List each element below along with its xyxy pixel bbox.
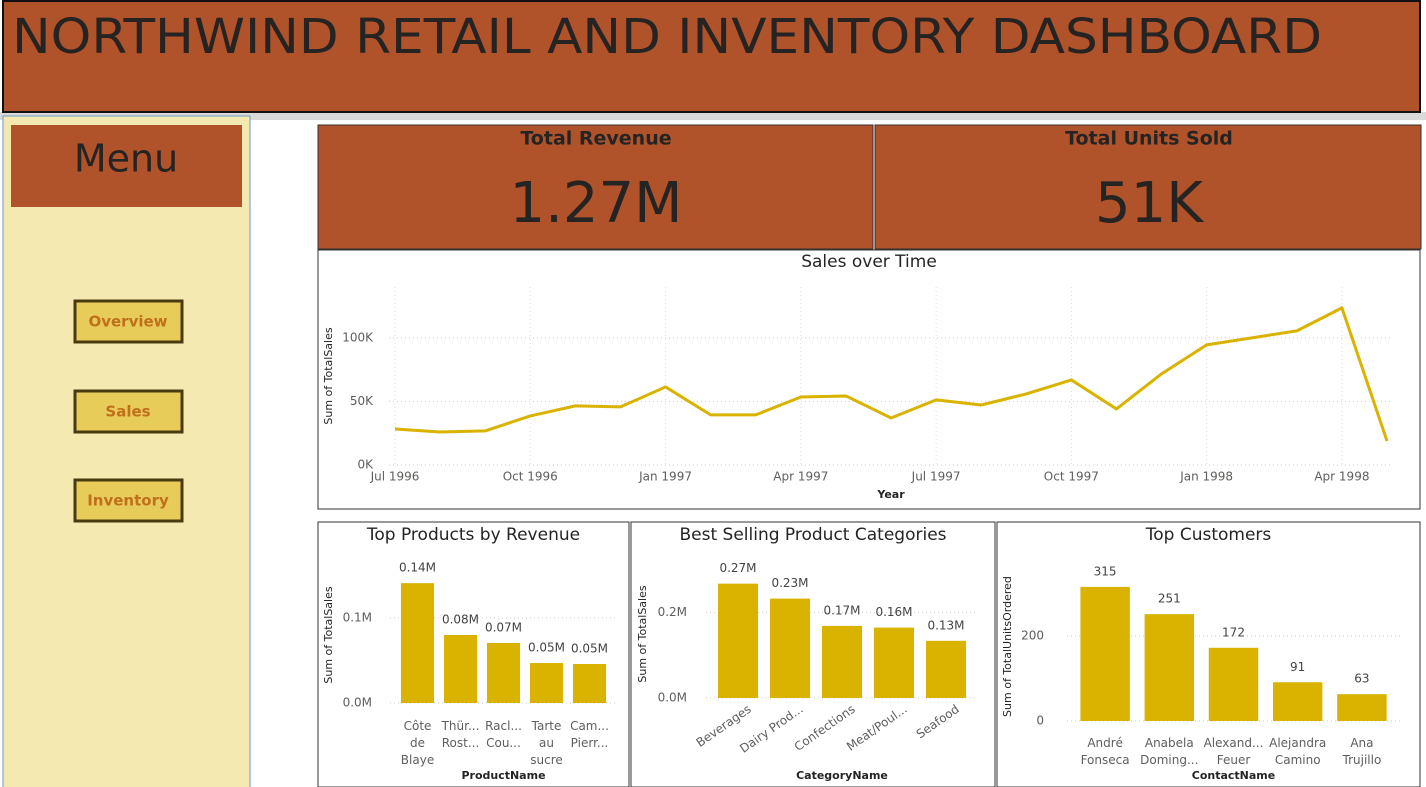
data-label: 0.05M <box>528 641 565 655</box>
menu-header <box>11 125 242 207</box>
x-tick-label: Jul 1997 <box>911 470 961 484</box>
nav-button[interactable]: Overview <box>73 299 184 344</box>
x-tick-label: Thür... Rost... <box>441 719 480 750</box>
kpi-value: 51K <box>1095 171 1204 236</box>
header-bar <box>2 0 1421 113</box>
data-label: 0.23M <box>771 576 808 590</box>
bar <box>1272 682 1323 721</box>
y-tick-label: 0K <box>357 458 374 472</box>
x-tick-label: Jan 1998 <box>1179 470 1233 484</box>
nav-button-box[interactable] <box>73 299 184 344</box>
bar <box>1208 647 1259 721</box>
page-title: NORTHWIND RETAIL AND INVENTORY DASHBOARD <box>12 9 1322 65</box>
nav-button[interactable]: Inventory <box>73 478 184 523</box>
chart-title: Top Products by Revenue <box>366 525 580 545</box>
kpi-label: Total Revenue <box>520 128 671 150</box>
data-label: 0.14M <box>399 561 436 575</box>
data-label: 0.27M <box>719 561 756 575</box>
header-shadow <box>0 112 1426 120</box>
data-label: 0.17M <box>823 603 860 617</box>
nav-button-box[interactable] <box>73 478 184 523</box>
chart-title: Top Customers <box>1145 525 1272 545</box>
y-axis-title: Sum of TotalUnitsOrdered <box>1001 576 1014 717</box>
nav-button-label[interactable]: Sales <box>105 403 150 421</box>
bar <box>717 583 759 698</box>
y-tick-label: 50K <box>350 394 374 408</box>
data-label: 0.16M <box>875 605 912 619</box>
data-label: 0.13M <box>927 618 964 632</box>
bar <box>400 583 435 703</box>
chart-title: Sales over Time <box>801 252 937 272</box>
charts: Sales over Time 0K 50K 100K Sum of TotalSale… <box>317 249 1421 787</box>
x-tick-label: Cam... Pierr... <box>570 719 609 750</box>
x-tick-label: Jul 1996 <box>370 470 420 484</box>
y-axis-title: Sum of TotalSales <box>636 585 649 683</box>
y-tick-label: 0.0M <box>343 696 372 710</box>
bar <box>486 642 521 703</box>
x-tick-label: Alexand... Feuer <box>1204 736 1264 767</box>
bar <box>1337 694 1387 721</box>
y-tick-label: 0.2M <box>658 605 687 619</box>
x-tick-label: Ana Trujillo <box>1342 736 1382 767</box>
bar <box>873 627 915 698</box>
data-label: 0.08M <box>442 613 479 627</box>
bar <box>1080 586 1130 721</box>
x-tick-label: André Fonseca <box>1081 736 1130 767</box>
x-axis-title: ContactName <box>1192 769 1275 782</box>
bar <box>821 625 863 698</box>
nav-button-box[interactable] <box>73 389 184 434</box>
y-tick-label: 100K <box>342 330 374 344</box>
x-axis-title: ProductName <box>461 769 545 782</box>
bar <box>572 663 607 703</box>
data-label: 0.07M <box>485 620 522 634</box>
menu-title: Menu <box>74 137 178 181</box>
x-tick-label: Apr 1998 <box>1314 470 1369 484</box>
bar <box>443 635 478 703</box>
chart-title: Best Selling Product Categories <box>679 525 946 545</box>
x-tick-label: Jan 1997 <box>638 470 692 484</box>
x-tick-label: Alejandra Camino <box>1269 736 1326 767</box>
bar <box>925 640 967 698</box>
nav-button-label[interactable]: Overview <box>88 313 167 331</box>
x-axis-title: Year <box>876 488 905 501</box>
x-axis-title: CategoryName <box>796 769 888 782</box>
y-tick-label: 0 <box>1036 714 1044 728</box>
chart-panel <box>317 249 1421 510</box>
x-tick-label: Racl... Cou... <box>485 719 522 750</box>
x-tick-label: Oct 1996 <box>503 470 558 484</box>
y-tick-label: 200 <box>1021 628 1044 642</box>
kpi-label: Total Units Sold <box>1065 128 1233 150</box>
data-label: 0.05M <box>571 641 608 655</box>
data-label: 63 <box>1354 672 1369 686</box>
bar <box>769 598 811 698</box>
data-label: 315 <box>1094 564 1117 578</box>
data-label: 172 <box>1222 625 1245 639</box>
kpi-value: 1.27M <box>509 171 682 236</box>
nav-button-label[interactable]: Inventory <box>87 492 169 510</box>
sales-line <box>394 306 1389 442</box>
y-tick-label: 0.0M <box>658 691 687 705</box>
kpi-card <box>317 124 874 250</box>
kpi-card <box>874 124 1422 250</box>
data-label: 91 <box>1290 660 1305 674</box>
x-tick-label: Apr 1997 <box>773 470 828 484</box>
bar <box>529 663 564 703</box>
y-axis-title: Sum of TotalSales <box>322 586 335 684</box>
nav-button[interactable]: Sales <box>73 389 184 434</box>
y-axis-title: Sum of TotalSales <box>322 327 335 425</box>
y-tick-label: 0.1M <box>343 611 372 625</box>
x-tick-label: Tarte au sucre <box>530 719 563 767</box>
x-tick-label: Oct 1997 <box>1044 470 1099 484</box>
chart-panel <box>996 521 1421 787</box>
menu-panel <box>2 115 251 787</box>
data-label: 251 <box>1158 592 1181 606</box>
x-tick-label: Côte de Blaye <box>401 719 434 767</box>
x-tick-label: Anabela Doming... <box>1140 736 1198 767</box>
bar <box>1144 614 1195 721</box>
